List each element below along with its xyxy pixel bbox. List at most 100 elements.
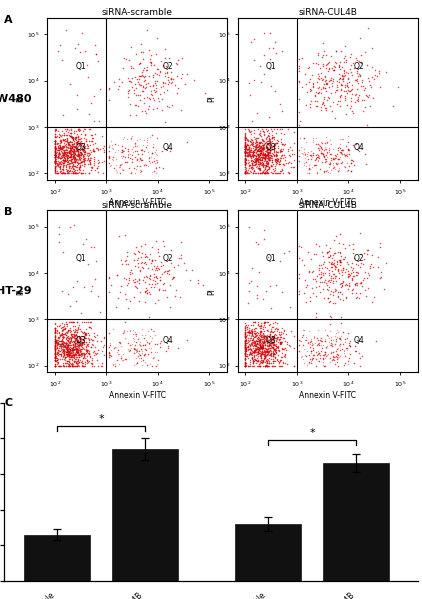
Point [333, 159, 340, 168]
Point [73, 150, 80, 160]
Point [83, 234, 89, 243]
Point [303, 157, 310, 167]
Point [278, 146, 284, 156]
Point [72, 350, 78, 359]
Point [338, 281, 345, 291]
Point [347, 158, 354, 168]
Point [75, 344, 81, 354]
Point [75, 347, 81, 357]
Point [303, 80, 309, 89]
Point [54, 341, 61, 350]
Point [316, 151, 322, 161]
Point [251, 337, 257, 347]
Point [334, 357, 341, 367]
Point [65, 359, 72, 369]
Point [322, 158, 328, 167]
Text: Q4: Q4 [162, 143, 173, 152]
Point [317, 336, 324, 346]
Point [250, 356, 257, 366]
Point [261, 334, 268, 344]
Point [148, 282, 154, 292]
Point [353, 53, 360, 63]
Point [165, 343, 171, 353]
Point [256, 143, 263, 153]
Point [136, 339, 143, 349]
Point [60, 148, 67, 158]
Point [75, 341, 82, 351]
Point [68, 347, 75, 356]
Point [310, 78, 316, 88]
Point [266, 142, 273, 152]
Point [305, 247, 311, 257]
Point [369, 62, 376, 72]
Point [242, 162, 249, 172]
Point [318, 333, 325, 343]
Point [251, 155, 258, 165]
Point [81, 155, 88, 165]
Point [273, 150, 280, 159]
Point [68, 331, 75, 341]
Point [66, 337, 73, 347]
Point [133, 90, 140, 100]
Point [84, 159, 91, 169]
Point [306, 74, 313, 84]
Point [67, 361, 73, 370]
Point [78, 129, 84, 138]
Point [51, 352, 58, 361]
Point [84, 346, 91, 356]
Point [77, 137, 84, 147]
Point [131, 343, 138, 353]
Point [78, 153, 84, 162]
Point [308, 355, 315, 365]
Point [51, 356, 58, 365]
Point [296, 253, 303, 263]
Point [57, 330, 64, 340]
Point [274, 143, 281, 153]
Point [343, 58, 349, 67]
Point [242, 134, 249, 143]
Point [115, 359, 122, 369]
Point [51, 342, 58, 352]
Point [83, 345, 89, 355]
Point [262, 350, 268, 360]
Point [168, 274, 175, 284]
Point [242, 349, 249, 358]
Point [254, 350, 260, 359]
Point [75, 150, 82, 160]
Point [58, 332, 65, 342]
Point [86, 356, 92, 366]
Point [258, 152, 265, 162]
Point [321, 152, 327, 161]
Point [84, 72, 91, 82]
Point [290, 361, 297, 370]
Point [291, 127, 298, 137]
Point [251, 150, 258, 160]
Point [242, 360, 249, 370]
Point [88, 281, 95, 291]
Point [359, 78, 365, 87]
Point [266, 346, 273, 356]
Point [242, 326, 249, 335]
Point [68, 157, 75, 167]
Point [51, 150, 58, 160]
Point [76, 161, 83, 171]
Point [78, 349, 85, 358]
Point [253, 339, 260, 349]
Point [128, 168, 135, 178]
Point [315, 48, 322, 58]
Point [140, 86, 146, 96]
Point [243, 351, 249, 361]
Point [258, 158, 265, 167]
Point [251, 328, 257, 338]
Point [303, 332, 309, 341]
Point [68, 361, 75, 370]
Point [108, 160, 114, 170]
Point [282, 350, 289, 360]
Point [246, 127, 253, 137]
Point [267, 282, 273, 291]
Point [68, 361, 75, 370]
Point [76, 152, 83, 162]
Point [314, 341, 321, 350]
Point [267, 319, 273, 328]
Point [69, 344, 76, 353]
